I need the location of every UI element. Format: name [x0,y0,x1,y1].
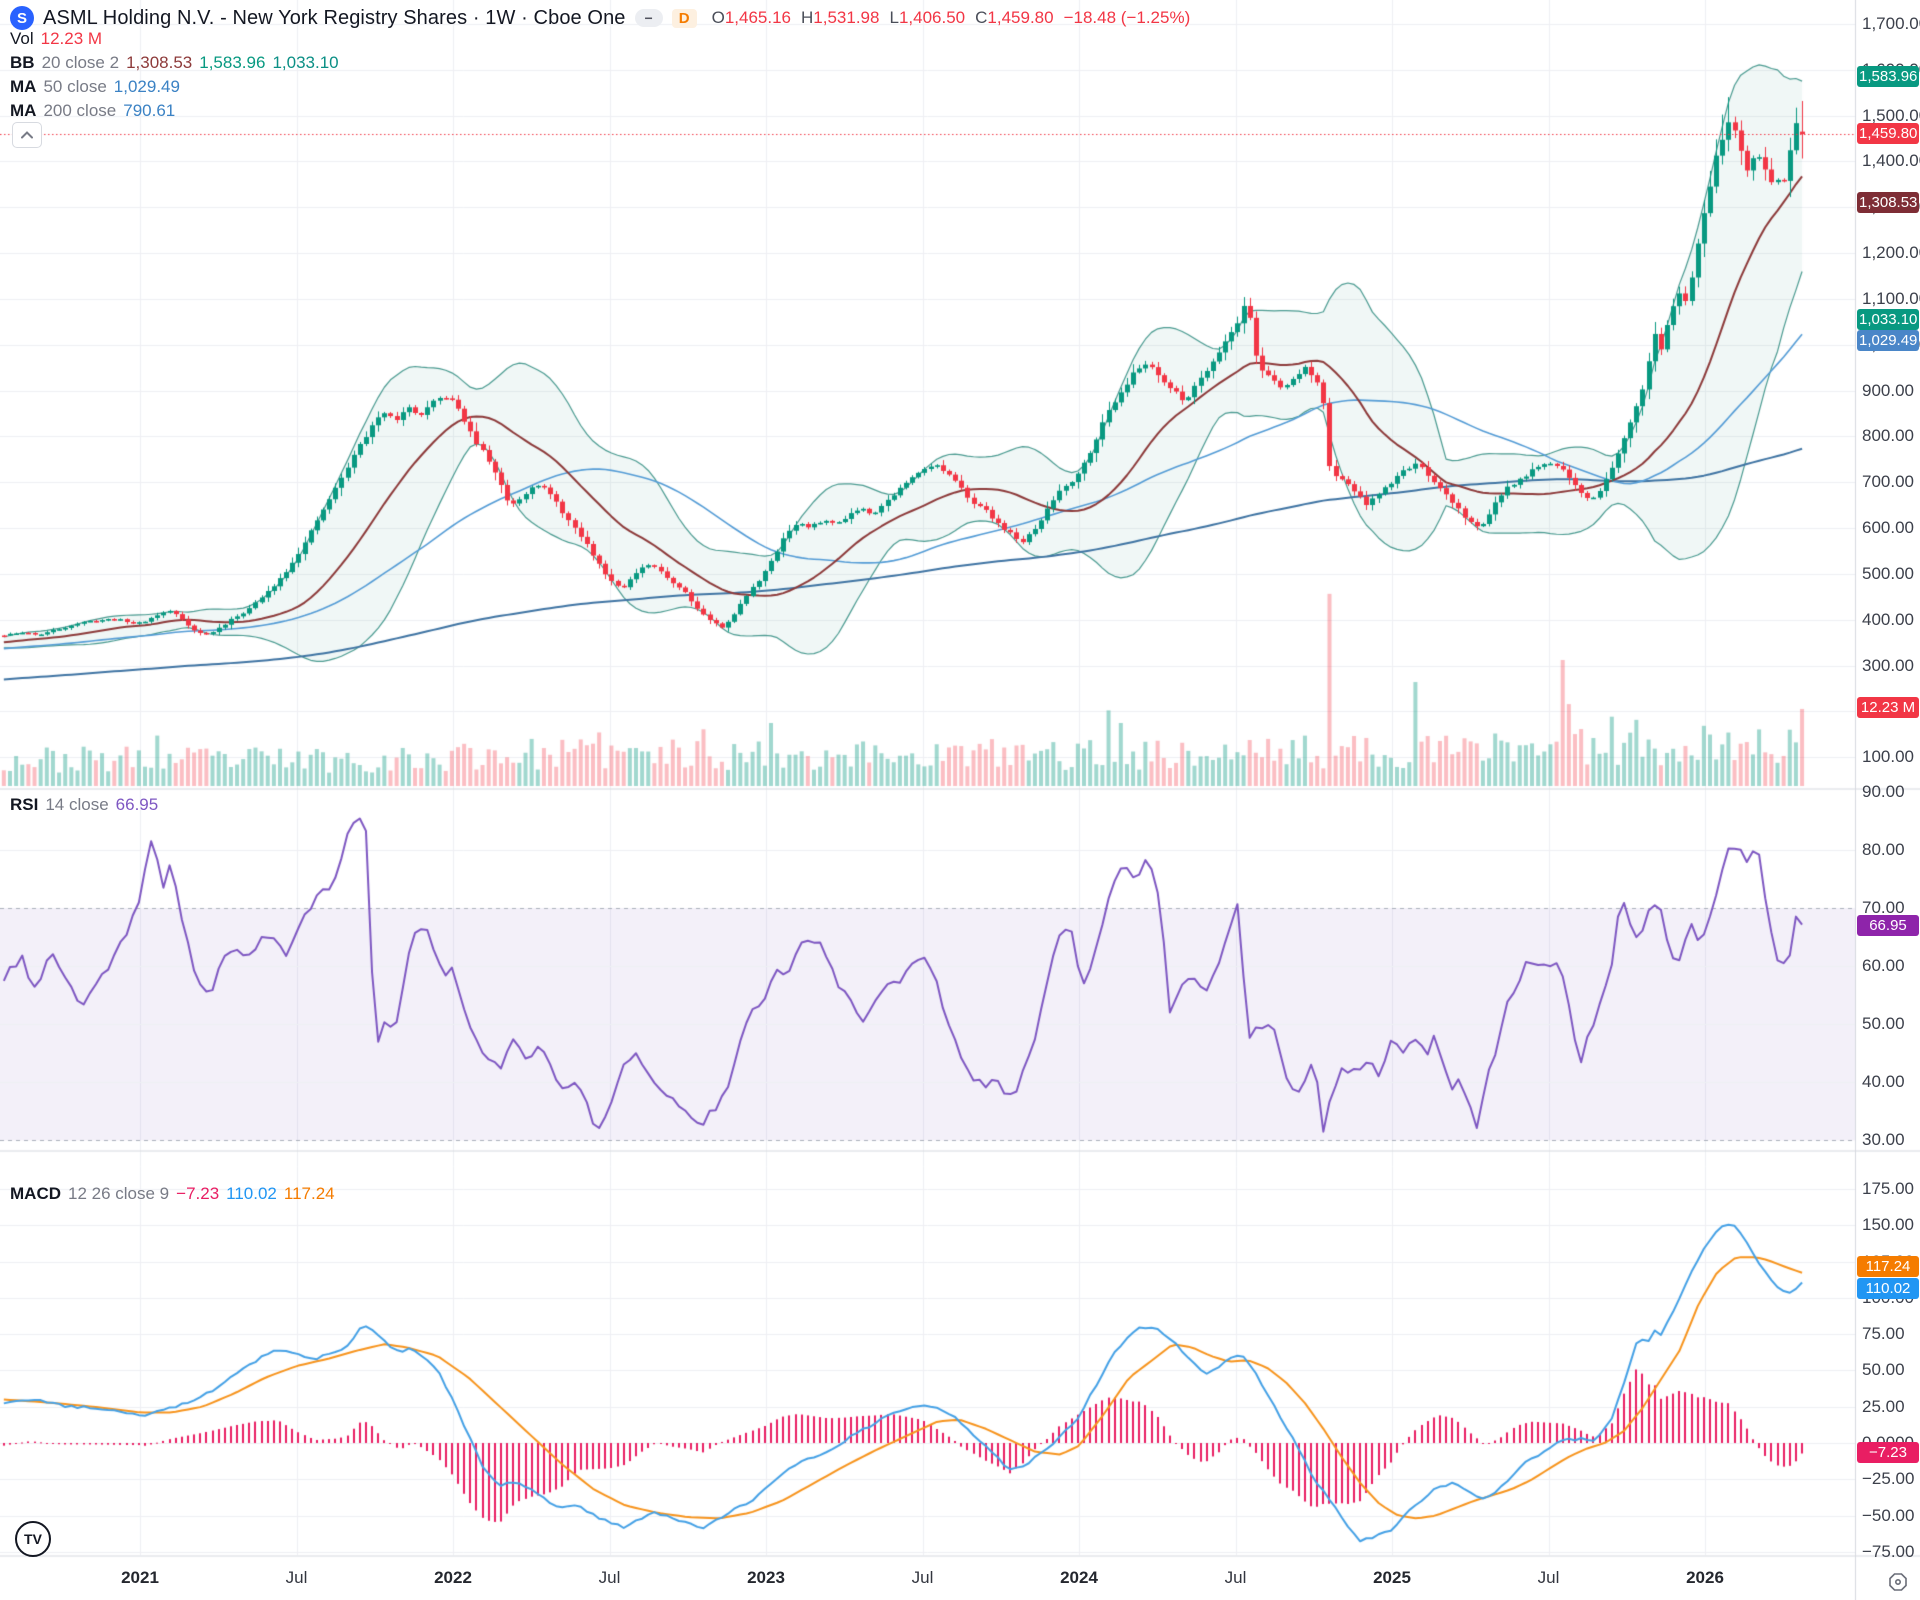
scale-settings-icon[interactable] [1888,1572,1908,1592]
price-axis[interactable] [1855,0,1920,1555]
tradingview-logo-text: TV [24,1531,42,1547]
tradingview-logo[interactable]: TV [15,1521,51,1557]
time-axis[interactable] [0,1556,1920,1600]
legend-collapse-button[interactable] [12,122,42,148]
octagon-icon [1889,1573,1907,1591]
chevron-up-icon [21,131,33,139]
